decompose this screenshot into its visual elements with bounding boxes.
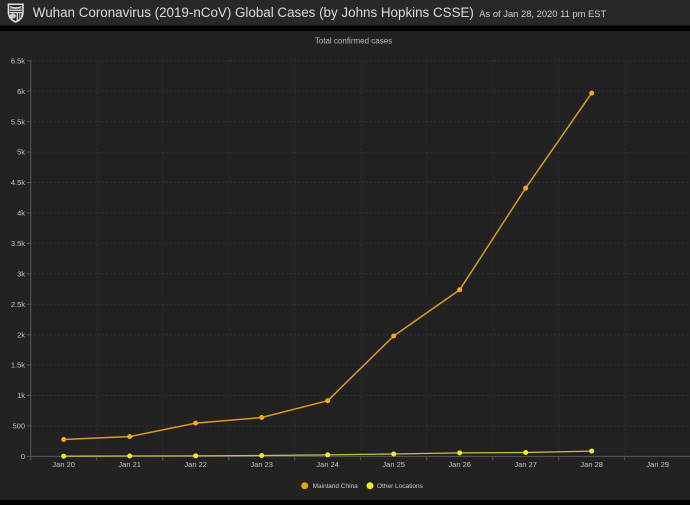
svg-text:6.5k: 6.5k	[11, 56, 25, 65]
svg-text:Jan 27: Jan 27	[514, 460, 537, 469]
svg-text:Mainland China: Mainland China	[313, 483, 359, 490]
svg-text:Jan 21: Jan 21	[118, 460, 141, 469]
svg-text:2k: 2k	[17, 330, 25, 339]
svg-text:5k: 5k	[17, 148, 25, 157]
svg-text:1.5k: 1.5k	[11, 361, 25, 370]
svg-text:500: 500	[12, 422, 25, 431]
svg-text:Jan 22: Jan 22	[184, 460, 207, 469]
svg-text:Jan 24: Jan 24	[316, 460, 339, 469]
svg-text:2.5k: 2.5k	[11, 300, 25, 309]
svg-text:As of Jan 28, 2020 11 pm EST: As of Jan 28, 2020 11 pm EST	[479, 8, 606, 19]
svg-text:1k: 1k	[17, 391, 25, 400]
svg-text:Jan 26: Jan 26	[448, 460, 471, 469]
svg-text:4.5k: 4.5k	[11, 178, 25, 187]
svg-text:Total confirmed cases: Total confirmed cases	[315, 37, 392, 46]
svg-text:Jan 23: Jan 23	[250, 460, 273, 469]
svg-text:0: 0	[21, 452, 25, 461]
svg-text:Jan 28: Jan 28	[580, 460, 603, 469]
svg-text:4k: 4k	[17, 209, 25, 218]
svg-text:3.5k: 3.5k	[11, 239, 25, 248]
svg-text:3k: 3k	[17, 269, 25, 278]
svg-text:Other Locations: Other Locations	[377, 483, 424, 490]
svg-text:Wuhan Coronavirus (2019-nCoV): Wuhan Coronavirus (2019-nCoV) Global Cas…	[33, 5, 474, 20]
svg-text:Jan 20: Jan 20	[52, 460, 75, 469]
svg-text:Jan 25: Jan 25	[382, 460, 405, 469]
svg-text:5.5k: 5.5k	[11, 117, 25, 126]
svg-text:6k: 6k	[17, 87, 25, 96]
svg-text:Jan 29: Jan 29	[646, 460, 669, 469]
